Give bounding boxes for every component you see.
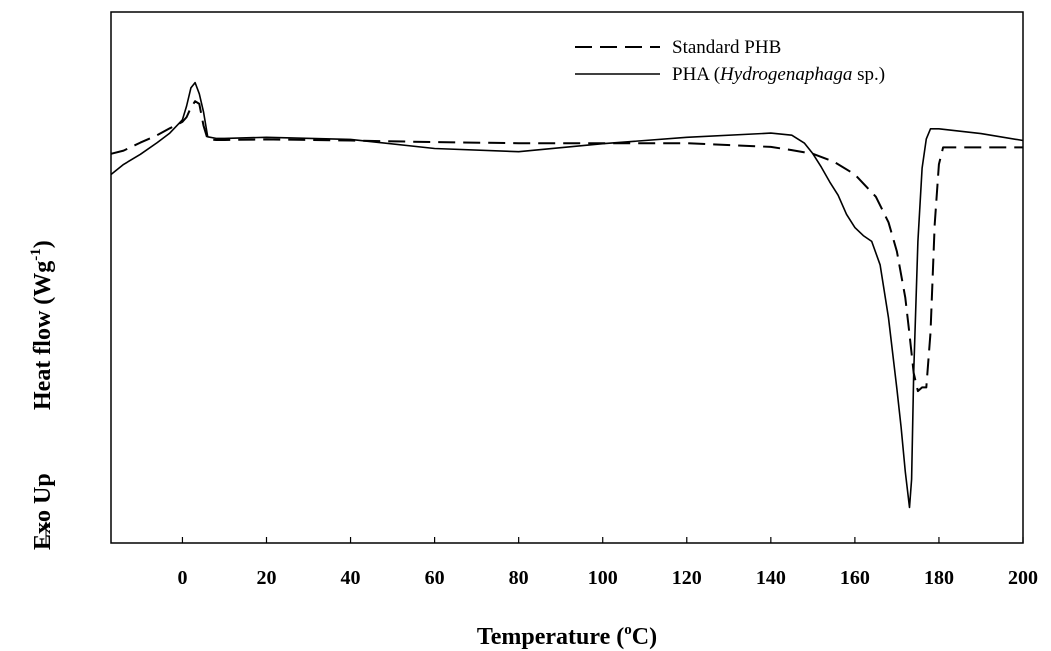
x-tick-label-20: 20 [257, 567, 277, 589]
x-axis-title: Temperature (oC) [477, 622, 657, 650]
y-axis-title: Exo Up → Heat flow (Wg-1) [28, 240, 56, 552]
x-tick-label-180: 180 [924, 567, 954, 589]
x-axis-title-unit: C) [632, 624, 657, 650]
x-tick-label-0: 0 [177, 567, 187, 589]
x-tick-label-100: 100 [588, 567, 618, 589]
plot-frame [110, 11, 1024, 544]
y-axis-arrow: → [28, 513, 55, 551]
series-layer [110, 81, 1024, 509]
y-axis-heat-flow-sup: -1 [28, 248, 44, 261]
y-axis-exo-up: Exo Up [30, 473, 56, 550]
legend-label-pha-italic: Hydrogenaphaga [719, 64, 852, 85]
y-axis-heat-flow-main: Heat flow (Wg [30, 261, 56, 410]
y-axis-heat-flow-close: ) [30, 240, 56, 248]
legend-label-pha-prefix: PHA ( [672, 64, 720, 85]
legend-label-pha: PHA (Hydrogenaphaga sp.) [672, 64, 885, 85]
x-tick-label-140: 140 [756, 567, 786, 589]
x-tick-label-40: 40 [341, 567, 361, 589]
x-tick-label-120: 120 [672, 567, 702, 589]
x-tick-label-200: 200 [1008, 567, 1038, 589]
x-tick-label-80: 80 [509, 567, 529, 589]
legend-label-pha-suffix: sp.) [852, 64, 885, 85]
y-axis-heat-flow: Heat flow (Wg-1) [28, 240, 56, 410]
series-line-pha-hydrogenaphaga [110, 81, 1024, 509]
x-axis-title-main: Temperature ( [477, 624, 624, 650]
legend: Standard PHB PHA (Hydrogenaphaga sp.) [575, 37, 885, 85]
x-ticks: 0 20 40 60 80 100 120 140 160 180 200 [177, 537, 1038, 589]
legend-label-standard-phb: Standard PHB [672, 37, 781, 58]
x-tick-label-160: 160 [840, 567, 870, 589]
series-line-standard-phb [110, 100, 1023, 393]
x-tick-label-60: 60 [425, 567, 445, 589]
x-axis-title-sup: o [624, 622, 632, 638]
